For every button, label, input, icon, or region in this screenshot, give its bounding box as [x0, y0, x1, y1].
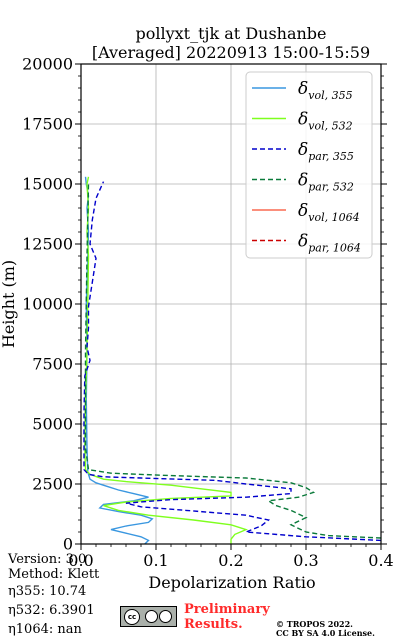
license-text: © TROPOS 2022. CC BY SA 4.0 License.	[276, 619, 375, 638]
x-axis-label: Depolarization Ratio	[148, 573, 315, 592]
y-tick-label: 7500	[32, 355, 73, 374]
x-tick-label: 0.1	[143, 551, 168, 570]
y-tick-label: 10000	[22, 295, 73, 314]
cc-license-badge: cc	[120, 606, 177, 627]
x-tick-label: 0.4	[368, 551, 393, 570]
grid-lines	[80, 63, 382, 545]
eta355-text: η355: 10.74	[8, 584, 87, 599]
preliminary-results-label: Preliminary Results.	[184, 602, 270, 632]
sa-icon	[159, 610, 172, 623]
y-tick-label: 5000	[32, 415, 73, 434]
series-line-1	[84, 176, 248, 544]
chart-title: pollyxt_tjk at Dushanbe	[135, 24, 327, 43]
y-tick-label: 12500	[22, 235, 73, 254]
axis-ticks: 0.0 0.1 0.2 0.3 0.4 0 2500 5000 7500 10000 12500 15…	[22, 55, 394, 571]
y-tick-label: 15000	[22, 175, 73, 194]
y-tick-label: 0	[63, 535, 73, 554]
method-text: Method: Klett	[8, 567, 100, 582]
y-tick-label: 17500	[22, 115, 73, 134]
y-tick-label: 2500	[32, 475, 73, 494]
series-line-3	[84, 183, 381, 539]
y-tick-label: 20000	[22, 55, 73, 74]
eta532-text: η532: 6.3901	[8, 603, 95, 618]
chart-subtitle: [Averaged] 20220913 15:00-15:59	[91, 43, 371, 62]
by-icon	[145, 610, 158, 623]
series-lines	[83, 176, 381, 544]
series-line-0	[84, 176, 154, 544]
eta1064-text: η1064: nan	[8, 622, 82, 637]
x-tick-label: 0.0	[68, 551, 93, 570]
series-line-2	[83, 181, 381, 542]
x-tick-label: 0.2	[218, 551, 243, 570]
cc-icon: cc	[124, 609, 140, 625]
y-axis-label: Height (m)	[0, 260, 18, 348]
version-text: Version: 3.0	[8, 552, 87, 567]
x-tick-label: 0.3	[293, 551, 318, 570]
